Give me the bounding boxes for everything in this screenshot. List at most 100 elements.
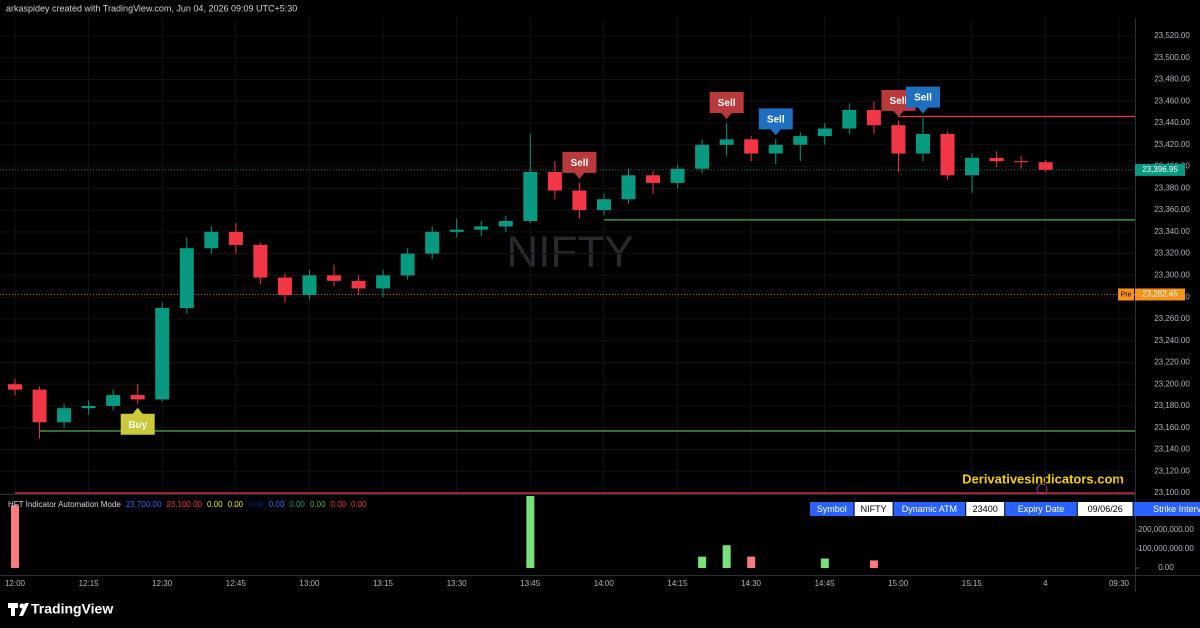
x-tick-label: 13:15 [373, 579, 394, 588]
candle-body [327, 275, 342, 281]
table-cell [1077, 502, 1133, 516]
y-tick-label: 23,100.00 [1154, 488, 1190, 497]
price-tag-label: 23,282.45 [1142, 290, 1178, 299]
candle-body [57, 408, 72, 423]
y-tick-label: 23,120.00 [1154, 466, 1190, 475]
indicator-name: HFT Indicator Automation Mode [8, 500, 121, 509]
table-cell [854, 502, 893, 516]
candle-body [572, 190, 587, 211]
candle-body [81, 405, 96, 409]
y-tick-label: 23,140.00 [1154, 445, 1190, 454]
candle-body [1014, 161, 1029, 163]
x-tick-label: 12:00 [5, 579, 26, 588]
indicator-legend: HFT Indicator Automation Mode 23,700.00 23… [8, 500, 367, 509]
candle-body [130, 395, 145, 400]
y-tick-label: 23,380.00 [1154, 183, 1190, 192]
y-tick-label: 23,500.00 [1154, 53, 1190, 62]
price-tag [1135, 288, 1185, 301]
candle-body [793, 136, 808, 145]
indicator-value: 0.00 [310, 500, 326, 509]
table-cell-text: Strike Interval [1153, 504, 1200, 514]
price-tag-label: 23,396.95 [1142, 165, 1178, 174]
volume-bar [722, 545, 731, 568]
signal-label: Sell [718, 98, 736, 109]
y-tick-label: 23,480.00 [1154, 75, 1190, 84]
indicator-value: 0.00 [207, 500, 223, 509]
indicator-value: 0.00 [330, 500, 346, 509]
volume-tick-label: 100,000,000.00 [1138, 544, 1194, 553]
signal-label: Sell [914, 93, 932, 104]
candle-body [425, 231, 440, 254]
indicator-value: 0.00 [351, 500, 367, 509]
y-tick-label: 23,420.00 [1154, 140, 1190, 149]
table-cell [810, 502, 854, 516]
table-cell [966, 502, 1005, 516]
y-tick-label: 23,160.00 [1154, 423, 1190, 432]
signal-box [120, 407, 155, 435]
volume-tick-label: 0.00 [1158, 563, 1174, 572]
footer-logo: TradingView [8, 601, 113, 617]
price-tag-prefix-label: Pre [1121, 291, 1132, 298]
candle-body [842, 109, 857, 129]
header: arkaspidey created with TradingView.com,… [6, 3, 297, 13]
volume-bar [820, 558, 829, 568]
candle-body [915, 133, 930, 154]
candle-body [400, 253, 415, 276]
x-tick-label: 09:30 [1109, 579, 1130, 588]
candle-body [1038, 162, 1053, 170]
candle-body [351, 280, 366, 289]
x-tick-label: 14:15 [667, 579, 688, 588]
candle-body [940, 133, 955, 176]
price-tag [1135, 163, 1185, 176]
signal-box [562, 151, 597, 179]
indicator-value: 23,100.00 [166, 500, 202, 509]
y-tick-label: 23,440.00 [1154, 118, 1190, 127]
volume-bar [11, 505, 19, 568]
candle-body [817, 128, 832, 137]
indicator-value: 0.00 [269, 500, 285, 509]
site-label: Derivativesindicators.com [962, 471, 1124, 486]
y-tick-label: 23,240.00 [1154, 336, 1190, 345]
x-tick-label: 13:00 [299, 579, 320, 588]
x-tick-label: 12:15 [79, 579, 100, 588]
signal-label: Buy [128, 420, 147, 431]
x-tick-label: 14:45 [815, 579, 836, 588]
x-tick-label: 15:00 [888, 579, 909, 588]
volume-pane [11, 496, 878, 568]
table-cell-text: Dynamic ATM [902, 504, 957, 514]
candle-body [302, 275, 317, 295]
candle-body [106, 395, 121, 406]
y-tick-label: 23,360.00 [1154, 205, 1190, 214]
signal-box [758, 108, 793, 136]
table-cell [1133, 502, 1200, 516]
price-pane [0, 18, 1135, 494]
table-cell [893, 502, 966, 516]
candle-body [965, 157, 980, 176]
volume-bar [526, 496, 535, 568]
signal-box [905, 86, 940, 114]
y-tick-label: 23,340.00 [1154, 227, 1190, 236]
signal-label: Sell [571, 158, 589, 169]
indicator-value: 23,700.00 [126, 500, 162, 509]
indicator-value: 0.00 [248, 500, 264, 509]
x-tick-label: 13:30 [447, 579, 468, 588]
candle-body [866, 109, 881, 126]
candle-body [32, 389, 47, 423]
signal-box [709, 92, 744, 120]
candle-body [253, 244, 268, 278]
candle-body [155, 308, 170, 400]
candle-body [695, 144, 710, 169]
volume-bar [869, 560, 878, 568]
volume-tick-label: 200,000,000.00 [1138, 525, 1194, 534]
candle-body [621, 175, 636, 200]
x-tick-label: 4 [1043, 579, 1048, 588]
candle-body [646, 175, 661, 183]
x-tick-label: 12:30 [152, 579, 173, 588]
price-tag-prefix [1118, 288, 1134, 301]
signal-label: Sell [890, 96, 908, 107]
candle-body [596, 199, 611, 211]
table-cell-text: 09/06/26 [1088, 504, 1123, 514]
y-tick-label: 23,460.00 [1154, 96, 1190, 105]
candle-body [474, 226, 489, 230]
